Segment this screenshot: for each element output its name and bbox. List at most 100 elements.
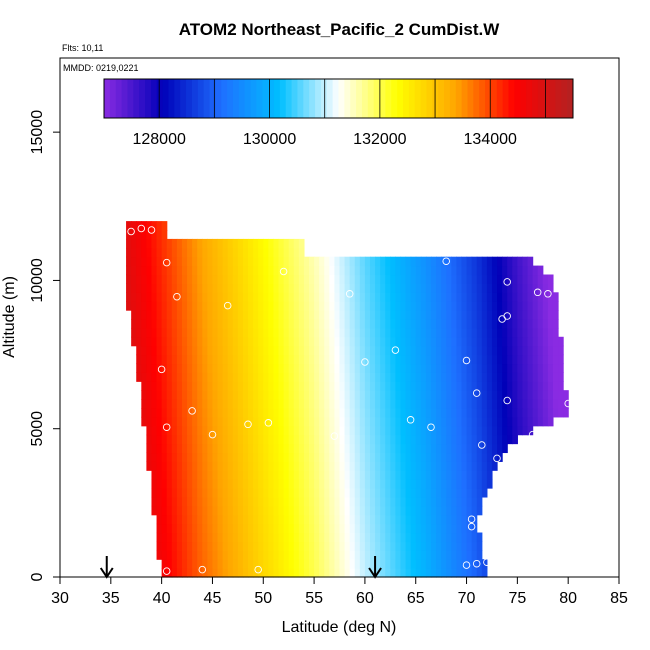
field-cell — [334, 541, 341, 551]
field-cell — [217, 327, 224, 338]
colorbar-segment — [549, 79, 556, 118]
field-cell — [461, 372, 468, 382]
field-cell — [415, 256, 422, 267]
field-cell — [558, 372, 564, 382]
field-cell — [222, 523, 229, 534]
field-cell — [253, 345, 259, 356]
field-cell — [430, 283, 437, 293]
field-cell — [237, 452, 244, 462]
field-cell — [369, 532, 376, 543]
field-cell — [491, 265, 498, 276]
field-cell — [314, 434, 320, 445]
field-cell — [268, 470, 275, 480]
field-cell — [212, 523, 219, 534]
field-cell — [319, 363, 325, 373]
colorbar-segment — [115, 79, 123, 118]
field-cell — [537, 381, 544, 391]
field-cell — [436, 434, 442, 445]
field-cell — [298, 559, 305, 569]
field-cell — [324, 496, 330, 507]
field-cell — [415, 541, 422, 551]
field-cell — [141, 390, 147, 400]
field-cell — [537, 274, 544, 284]
x-tick-label: 70 — [458, 590, 476, 607]
field-cell — [441, 336, 447, 347]
field-cell — [380, 363, 386, 373]
field-cell — [166, 372, 173, 382]
field-cell — [136, 283, 142, 293]
field-cell — [420, 363, 427, 373]
colorbar-segment — [221, 79, 228, 118]
field-cell — [136, 310, 142, 320]
field-cell — [237, 301, 244, 311]
field-cell — [430, 354, 437, 365]
field-cell — [248, 559, 254, 569]
field-cell — [288, 327, 295, 338]
field-cell — [151, 221, 158, 231]
field-cell — [415, 425, 422, 436]
field-cell — [324, 434, 330, 445]
field-cell — [537, 318, 544, 329]
field-cell — [212, 327, 219, 338]
field-cell — [481, 390, 488, 400]
field-cell — [441, 372, 447, 382]
field-cell — [369, 452, 376, 462]
field-cell — [146, 443, 153, 454]
field-cell — [476, 568, 483, 578]
field-cell — [456, 568, 463, 578]
field-cell — [278, 363, 285, 373]
field-cell — [507, 372, 513, 382]
field-cell — [420, 345, 427, 356]
field-cell — [481, 479, 488, 489]
field-cell — [166, 452, 173, 462]
field-cell — [354, 550, 361, 560]
colorbar-segment — [467, 79, 474, 118]
field-cell — [507, 265, 513, 276]
field-cell — [369, 363, 376, 373]
field-cell — [237, 381, 244, 391]
field-cell — [303, 559, 310, 569]
field-cell — [344, 514, 351, 525]
field-cell — [339, 354, 346, 365]
field-cell — [166, 479, 173, 489]
field-cell — [441, 363, 447, 373]
field-cell — [446, 265, 452, 276]
field-cell — [461, 318, 468, 329]
field-cell — [466, 541, 473, 551]
field-cell — [187, 256, 193, 267]
field-cell — [430, 532, 437, 543]
field-cell — [197, 514, 203, 525]
field-cell — [415, 274, 422, 284]
field-cell — [537, 407, 544, 418]
field-cell — [309, 470, 315, 480]
field-cell — [344, 505, 351, 516]
field-cell — [298, 381, 305, 391]
field-cell — [395, 505, 402, 516]
field-cell — [507, 345, 513, 356]
field-cell — [227, 514, 234, 525]
field-cell — [288, 416, 295, 427]
field-cell — [349, 381, 356, 391]
field-cell — [481, 452, 488, 462]
field-cell — [288, 407, 295, 418]
field-cell — [146, 407, 153, 418]
field-cell — [451, 452, 457, 462]
field-cell — [542, 327, 549, 338]
field-cell — [558, 407, 564, 418]
field-cell — [349, 354, 356, 365]
field-cell — [202, 256, 208, 267]
field-cell — [283, 488, 290, 498]
field-cell — [278, 399, 285, 409]
field-cell — [146, 372, 153, 382]
field-cell — [283, 434, 290, 445]
field-cell — [359, 514, 366, 525]
field-cell — [319, 336, 325, 347]
field-cell — [446, 479, 452, 489]
field-cell — [324, 327, 330, 338]
field-cell — [303, 372, 310, 382]
colorbar-segment — [250, 79, 257, 118]
field-cell — [298, 399, 305, 409]
field-cell — [207, 283, 214, 293]
field-cell — [268, 372, 275, 382]
field-cell — [405, 256, 412, 267]
